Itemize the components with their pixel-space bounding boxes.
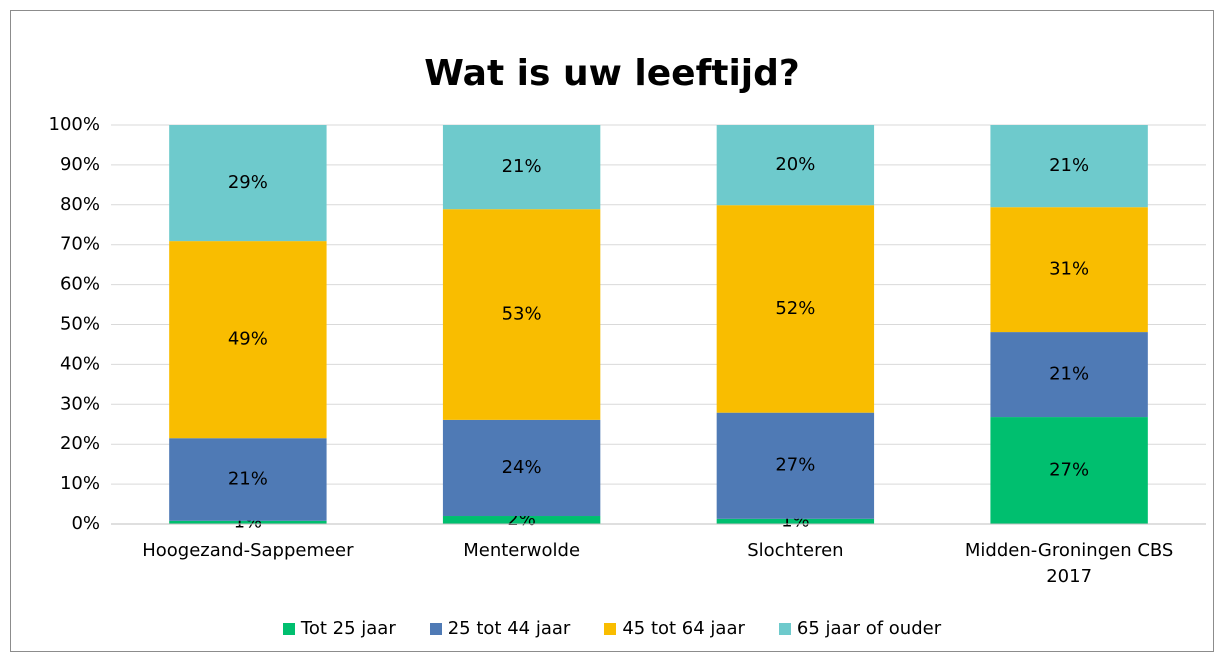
y-tick-label: 60% — [60, 274, 100, 295]
data-label: 27% — [775, 455, 815, 476]
data-label: 21% — [1049, 155, 1089, 176]
x-tick-label: Slochteren — [747, 540, 844, 561]
data-label: 21% — [1049, 364, 1089, 385]
data-label: 49% — [228, 329, 268, 350]
y-tick-label: 10% — [60, 473, 100, 494]
y-tick-label: 90% — [60, 154, 100, 175]
y-tick-label: 80% — [60, 194, 100, 215]
legend-item: 45 tot 64 jaar — [604, 618, 745, 639]
bar-segment — [990, 417, 1148, 524]
x-tick-label: Menterwolde — [463, 540, 581, 561]
legend-swatch — [778, 622, 791, 635]
bar-segment — [169, 520, 327, 524]
bar-segment — [990, 207, 1148, 333]
data-label: 52% — [775, 298, 815, 319]
bar-segment — [442, 125, 601, 210]
legend-item: Tot 25 jaar — [282, 618, 396, 639]
y-tick-label: 30% — [60, 393, 100, 414]
data-label: 53% — [502, 304, 542, 325]
data-label: 21% — [228, 469, 268, 490]
bar-segment — [442, 209, 601, 420]
legend-label: 65 jaar of ouder — [796, 618, 942, 639]
legend-item: 65 jaar of ouder — [778, 618, 942, 639]
bar-segment — [716, 518, 875, 524]
y-tick-label: 20% — [60, 433, 100, 454]
bar-segment — [990, 332, 1148, 418]
legend: Tot 25 jaar 25 tot 44 jaar 45 tot 64 jaar 6… — [0, 618, 1224, 639]
bar-segment — [716, 205, 875, 413]
bar-segment — [442, 419, 601, 517]
data-label: 21% — [502, 156, 542, 177]
x-tick-label: Midden-Groningen CBS 2017 — [964, 540, 1174, 587]
legend-label: 25 tot 44 jaar — [447, 618, 571, 639]
chart-title: Wat is uw leeftijd? — [424, 53, 800, 94]
data-label: 31% — [1049, 259, 1089, 280]
legend-label: Tot 25 jaar — [300, 618, 396, 639]
data-label: 24% — [502, 457, 542, 478]
y-tick-label: 40% — [60, 353, 100, 374]
y-tick-label: 0% — [71, 513, 100, 534]
bar-segment — [169, 438, 327, 521]
legend-swatch — [604, 622, 617, 635]
data-label: 20% — [775, 154, 815, 175]
legend-swatch — [429, 622, 442, 635]
x-tick-label: Hoogezand-Sappemeer — [142, 540, 354, 561]
y-tick-label: 70% — [60, 234, 100, 255]
legend-swatch — [282, 622, 295, 635]
bar-segment — [442, 516, 601, 524]
bar-segment — [716, 412, 875, 519]
bar-segment — [169, 125, 327, 242]
y-tick-label: 100% — [49, 114, 100, 135]
data-label: 29% — [228, 172, 268, 193]
bar-segment — [716, 125, 875, 206]
bar-segment — [990, 125, 1148, 208]
data-label: 27% — [1049, 460, 1089, 481]
bar-segment — [169, 241, 327, 439]
legend-item: 25 tot 44 jaar — [429, 618, 571, 639]
legend-label: 45 tot 64 jaar — [622, 618, 745, 639]
y-tick-label: 50% — [60, 314, 100, 335]
